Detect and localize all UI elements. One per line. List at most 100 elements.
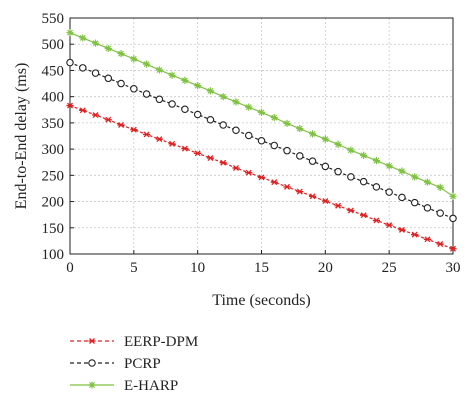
eerp-dpm-point xyxy=(283,183,291,190)
pcrp-point xyxy=(436,209,444,217)
pcrp-point xyxy=(181,105,189,114)
pcrp-point xyxy=(359,177,368,186)
pcrp-point xyxy=(270,141,279,150)
e-harp-point xyxy=(321,135,329,143)
eerp-dpm-point xyxy=(104,116,112,123)
y-tick-label: 400 xyxy=(42,90,65,106)
eerp-dpm-point xyxy=(321,198,329,205)
x-tick-label: 20 xyxy=(318,260,333,276)
e-harp-point xyxy=(245,103,253,111)
eerp-dpm-point xyxy=(334,202,342,209)
e-harp-point xyxy=(168,71,176,79)
pcrp-point xyxy=(334,167,342,176)
y-tick-label: 150 xyxy=(42,221,65,237)
pcrp-point xyxy=(66,58,74,67)
e-harp-point xyxy=(219,93,227,101)
eerp-dpm-point xyxy=(257,174,266,181)
e-harp-point xyxy=(283,119,291,128)
e-harp-point xyxy=(66,29,74,37)
legend-eerp-dpm-point xyxy=(88,338,96,344)
legend-item-eerp-dpm: EERP-DPM xyxy=(70,334,198,350)
e-harp-point xyxy=(411,173,419,181)
x-axis-label: Time (seconds) xyxy=(212,292,311,309)
y-tick-label: 500 xyxy=(42,37,65,53)
x-tick-label: 25 xyxy=(382,260,397,276)
eerp-dpm-point xyxy=(385,222,393,229)
pcrp-point xyxy=(193,110,202,119)
eerp-dpm-point xyxy=(449,245,457,252)
e-harp-point xyxy=(296,125,304,133)
pcrp-point xyxy=(91,69,100,77)
legend-pcrp-point xyxy=(88,359,96,367)
pcrp-point xyxy=(283,146,291,155)
pcrp-point xyxy=(130,85,138,93)
pcrp-point xyxy=(296,152,304,160)
e-harp-point xyxy=(334,140,342,148)
eerp-dpm-point xyxy=(130,126,138,133)
e-harp-point xyxy=(117,50,125,58)
e-harp-point xyxy=(206,87,215,95)
eerp-dpm-point xyxy=(79,107,87,114)
pcrp-point xyxy=(168,100,176,108)
pcrp-point xyxy=(219,121,227,129)
x-tick-label: 0 xyxy=(66,260,74,276)
eerp-dpm-point xyxy=(206,155,215,162)
e-harp-point xyxy=(398,167,406,175)
e-harp-point xyxy=(308,130,317,138)
eerp-dpm-point xyxy=(360,212,368,219)
series-layer xyxy=(66,29,457,252)
eerp-dpm-point xyxy=(117,122,125,128)
eerp-dpm-point xyxy=(181,145,189,152)
e-harp-point xyxy=(91,39,100,47)
e-harp-point xyxy=(181,76,189,85)
e-harp-point xyxy=(130,55,138,63)
eerp-dpm-point xyxy=(194,150,202,157)
eerp-dpm-point xyxy=(436,241,444,248)
eerp-dpm-point xyxy=(245,169,253,176)
e-harp-point xyxy=(104,44,112,53)
eerp-dpm-point xyxy=(398,226,406,233)
pcrp-point xyxy=(372,183,381,191)
e-harp-point xyxy=(232,98,240,106)
pcrp-point xyxy=(257,136,266,145)
pcrp-point xyxy=(423,204,432,212)
pcrp-point xyxy=(449,214,457,223)
eerp-dpm-point xyxy=(308,193,317,200)
pcrp-point xyxy=(244,131,253,140)
eerp-dpm-point xyxy=(143,131,151,138)
eerp-dpm-point xyxy=(66,102,74,109)
eerp-dpm-point xyxy=(219,159,227,166)
x-tick-label: 15 xyxy=(254,260,269,276)
eerp-dpm-point xyxy=(168,140,176,147)
eerp-dpm-point xyxy=(270,179,278,186)
legend-e-harp-point xyxy=(88,381,96,389)
e-harp-point xyxy=(143,60,151,68)
e-harp-point xyxy=(385,162,393,170)
eerp-dpm-point xyxy=(347,207,355,214)
pcrp-point xyxy=(321,162,330,171)
pcrp-point xyxy=(155,95,164,104)
series-e-harp xyxy=(66,29,457,200)
y-axis-label: End-to-End delay (ms) xyxy=(13,63,30,210)
legend-label-e-harp: E-HARP xyxy=(124,378,178,394)
pcrp-point xyxy=(347,173,355,181)
axis-ticks: 0 5 10 15 20 25 30 100 150 200 250 300 350 400 450 500 5… xyxy=(42,11,461,276)
eerp-dpm-point xyxy=(155,136,163,143)
e-harp-point xyxy=(449,192,457,200)
eerp-dpm-point xyxy=(91,112,100,119)
series-eerp-dpm xyxy=(66,102,457,252)
legend-label-pcrp: PCRP xyxy=(124,356,161,372)
e-harp-point xyxy=(436,183,444,191)
series-pcrp xyxy=(66,58,457,223)
e-harp-point xyxy=(257,108,266,116)
x-tick-label: 30 xyxy=(446,260,461,276)
e-harp-point xyxy=(270,114,278,122)
eerp-dpm-point xyxy=(232,165,240,171)
e-harp-point xyxy=(347,146,355,154)
y-tick-label: 250 xyxy=(42,168,65,184)
pcrp-point xyxy=(206,115,215,124)
grid xyxy=(70,18,453,254)
e-harp-point xyxy=(79,34,87,42)
e-harp-point xyxy=(194,82,202,90)
eerp-dpm-point xyxy=(423,236,432,243)
